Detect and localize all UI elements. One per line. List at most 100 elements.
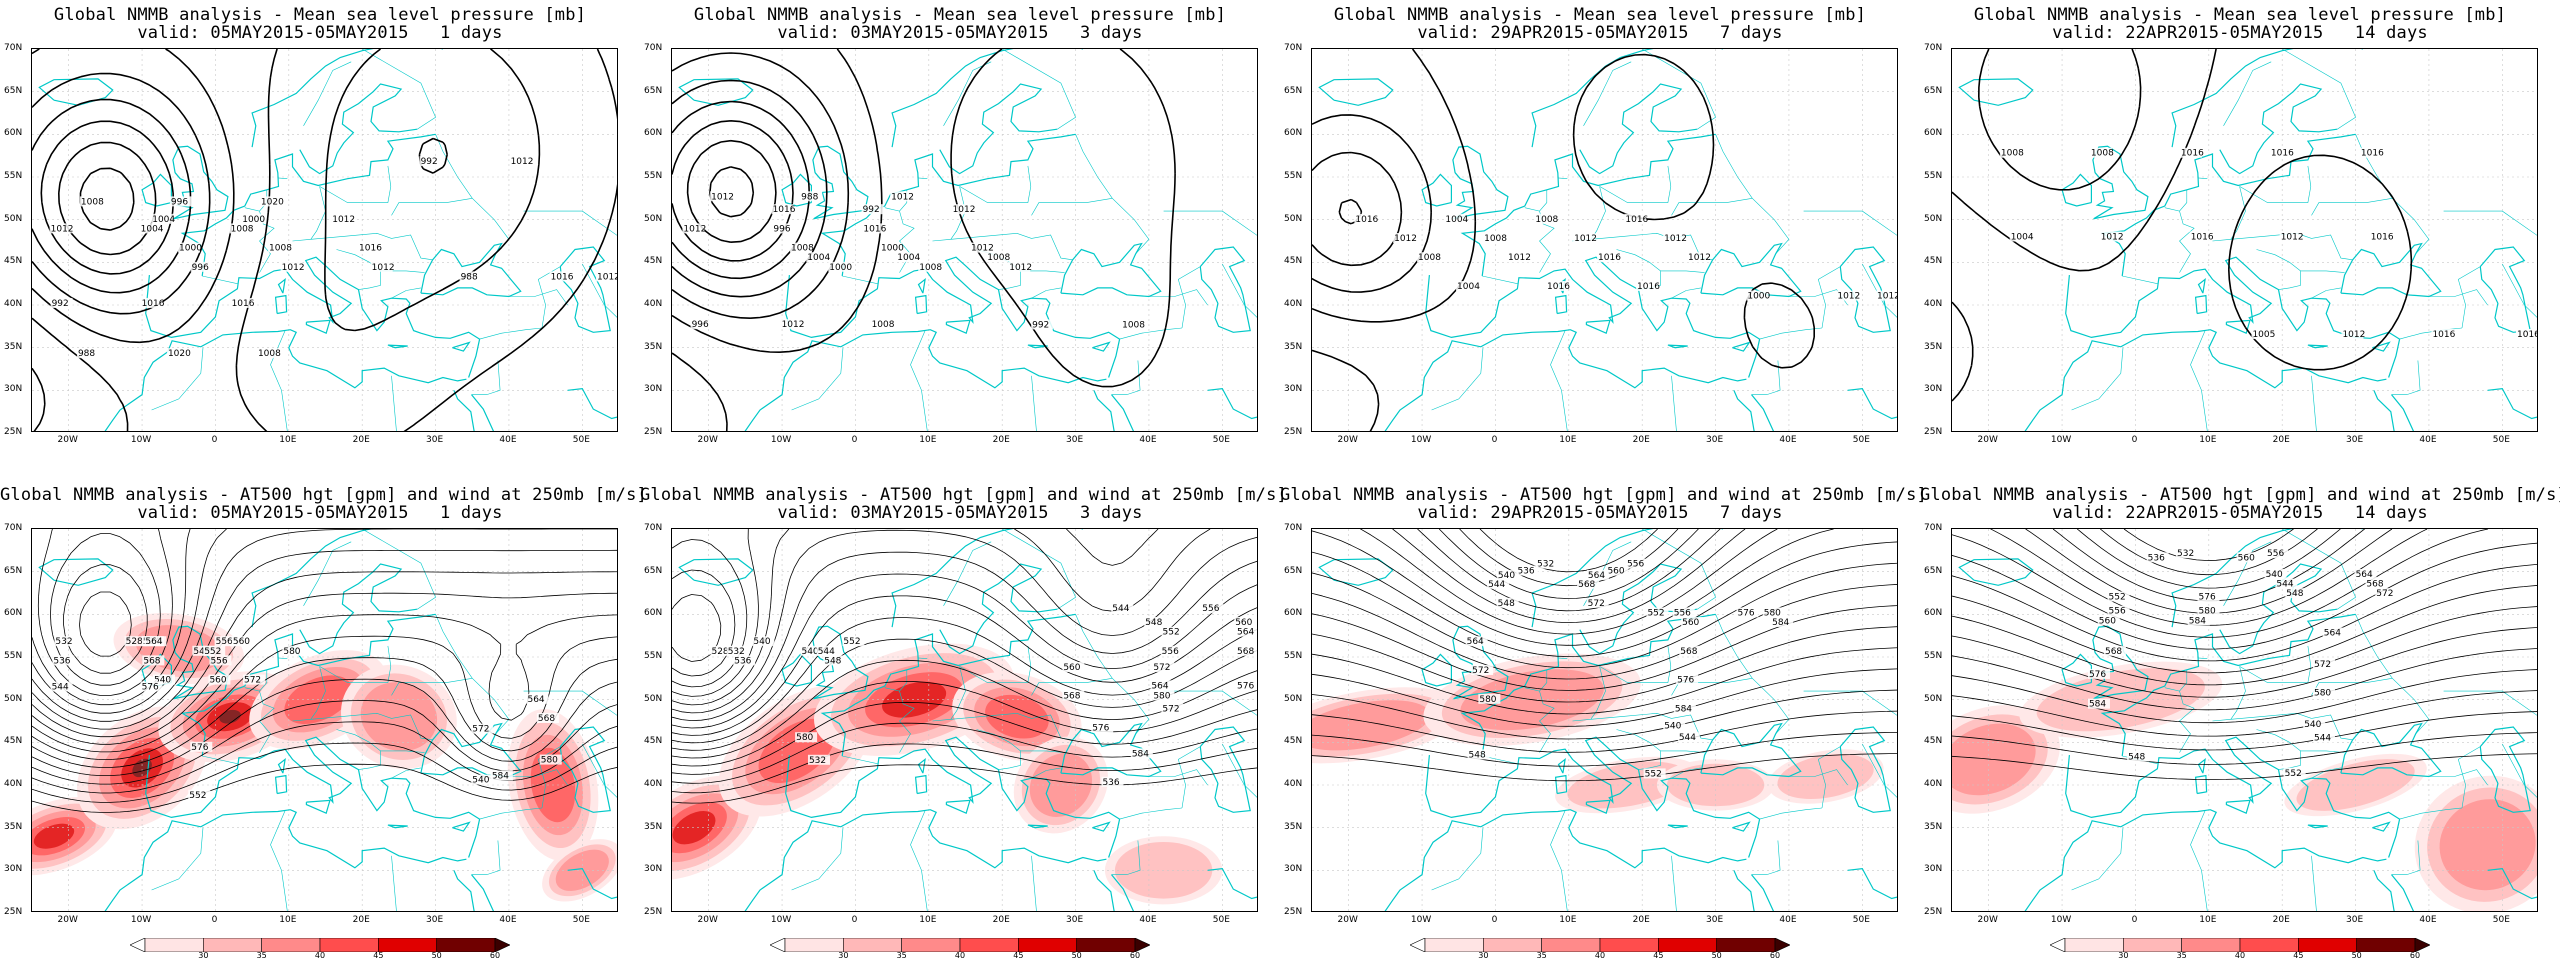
contour-label-bg <box>596 271 617 282</box>
contour-label-bg <box>268 242 291 253</box>
panel-title: Global NMMB analysis - Mean sea level pr… <box>53 5 587 25</box>
colorbar-swatch <box>1018 938 1077 952</box>
contour-label: 1016 <box>142 299 165 309</box>
contour-label-bg <box>76 348 99 359</box>
coastline <box>471 874 495 911</box>
longitude-tick-label: 30E <box>1705 915 1724 925</box>
map-svg: 1008100410121000996992988988992996100010… <box>32 49 617 431</box>
country-border <box>910 330 928 431</box>
contour-label-bg <box>144 636 167 647</box>
country-border <box>2355 614 2430 735</box>
contour-label-bg <box>231 636 254 647</box>
contour-label: 1016 <box>2361 149 2384 159</box>
panel-title: Global NMMB analysis - Mean sea level pr… <box>1333 5 1867 25</box>
country-border <box>2311 855 2317 911</box>
contour-label: 536 <box>53 656 70 666</box>
contour-label: 536 <box>1102 778 1119 788</box>
contour-label-bg <box>140 681 163 692</box>
contour-label: 580 <box>796 733 813 743</box>
coastline <box>820 133 1076 277</box>
contour-label-bg <box>828 261 851 272</box>
longitude-tick-label: 20E <box>992 915 1010 925</box>
contour-label-bg <box>1646 607 1669 618</box>
contour-label: 988 <box>78 349 95 359</box>
contour-label: 580 <box>1479 695 1496 705</box>
contour-label: 540 <box>2266 570 2283 580</box>
isolines <box>32 529 617 813</box>
latitude-tick-label: 50N <box>4 213 23 224</box>
graticule <box>1952 529 2537 911</box>
graticule <box>1312 529 1897 911</box>
country-border <box>1642 49 1716 130</box>
country-border <box>1751 840 1781 875</box>
coastline <box>1199 246 1251 333</box>
contour-label: 1004 <box>152 215 175 225</box>
coastline <box>1958 558 2034 586</box>
panel-title: Global NMMB analysis - AT500 hgt [gpm] a… <box>0 485 647 505</box>
contour-line <box>1312 53 1815 431</box>
country-border <box>310 712 433 741</box>
contour-label: 564 <box>2356 570 2373 580</box>
coastline <box>1425 256 1761 378</box>
contour-label: 1008 <box>919 263 942 273</box>
country-border <box>582 743 617 798</box>
contour-label-bg <box>1762 607 1785 618</box>
country-border <box>2282 49 2356 130</box>
coastline <box>2373 870 2395 911</box>
country-border <box>2230 232 2353 261</box>
country-border <box>1046 287 1061 291</box>
coastline <box>567 867 617 900</box>
country-border <box>2239 645 2312 683</box>
contour-label: 1008 <box>269 244 292 254</box>
country-border <box>1751 360 1781 395</box>
contour-label-bg <box>1586 569 1609 580</box>
contour-line <box>1312 710 1897 753</box>
contour-line <box>672 49 883 353</box>
contour-label: 1000 <box>881 244 904 254</box>
country-border <box>391 375 397 431</box>
coastline <box>2092 625 2149 700</box>
country-border <box>151 827 204 891</box>
colorbar-tick-label: 35 <box>256 951 267 960</box>
contour-label-bg <box>1771 617 1794 627</box>
contour-label: 564 <box>1467 637 1484 647</box>
contour-label: 560 <box>233 637 250 647</box>
contour-label: 556 <box>210 656 227 666</box>
latitude-tick-label: 30N <box>4 864 23 875</box>
contour-line <box>50 533 161 686</box>
country-border <box>1111 840 1141 875</box>
contour-line <box>32 49 235 344</box>
country-border <box>303 541 352 606</box>
contour-label-bg <box>1643 768 1666 779</box>
country-border <box>959 165 1032 203</box>
longitude-tick-label: 20W <box>1337 435 1358 445</box>
coastline <box>420 242 522 298</box>
contour-label-bg <box>2322 627 2345 638</box>
contour-label-bg <box>896 252 919 263</box>
contour-label-bg <box>1160 645 1183 656</box>
contour-label: 544 <box>52 682 69 692</box>
contour-label: 572 <box>244 676 261 686</box>
contour-label: 580 <box>2314 689 2331 699</box>
contour-label: 1000 <box>179 244 202 254</box>
latitude-tick-label: 55N <box>1284 651 1303 661</box>
longitude-tick-label: 20W <box>697 435 718 445</box>
coastline <box>1111 394 1135 431</box>
latitude-tick-label: 60N <box>4 128 23 139</box>
contour-label: 552 <box>204 647 221 657</box>
colorbar-swatch <box>319 938 379 952</box>
contour-line <box>672 551 1257 721</box>
latitude-tick-label: 70N <box>644 43 663 53</box>
latitude-tick-label: 70N <box>644 523 663 533</box>
contour-label: 568 <box>1680 647 1697 657</box>
contour-line <box>1952 648 2537 711</box>
country-border <box>259 669 268 692</box>
contour-line <box>1978 49 2142 191</box>
colorbar-tick-label: 30 <box>198 951 209 960</box>
coastline <box>1384 329 1747 431</box>
isolines <box>1952 529 2537 780</box>
country-border <box>2212 186 2246 242</box>
contour-line <box>672 595 1257 736</box>
contour-label: 544 <box>2314 733 2331 743</box>
